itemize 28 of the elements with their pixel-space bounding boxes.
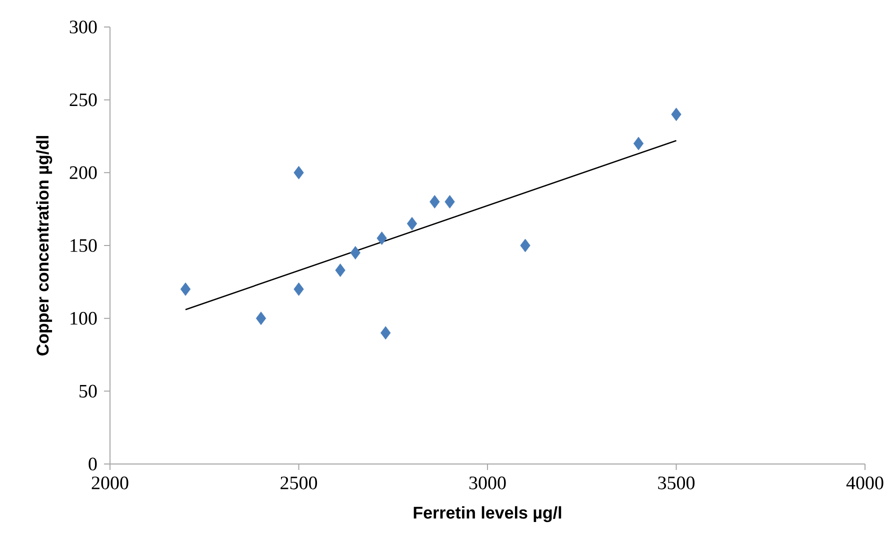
y-tick-label: 150 — [70, 239, 97, 252]
point — [633, 136, 644, 150]
y-tick-label: 200 — [70, 166, 97, 180]
point — [671, 108, 682, 122]
y-tick-label: 250 — [70, 93, 97, 106]
point — [380, 326, 391, 340]
y-axis-title: Copper concentration µg/dl — [36, 136, 52, 356]
y-tick-label: 300 — [70, 20, 97, 34]
y-tick-label: 50 — [80, 384, 97, 398]
point — [180, 282, 191, 296]
point — [376, 232, 387, 245]
point — [520, 238, 530, 252]
point — [335, 264, 346, 277]
point — [256, 312, 266, 326]
x-tick-label: 4000 — [846, 476, 884, 490]
y-tick-label: 100 — [70, 312, 97, 325]
point — [444, 195, 455, 208]
x-tick-label: 2500 — [280, 476, 318, 490]
x-tick-label: 3000 — [469, 476, 506, 490]
y-tick-label: 0 — [88, 458, 97, 470]
point — [294, 282, 304, 296]
x-tick-label: 3500 — [658, 476, 695, 490]
x-tick-label: 2000 — [92, 476, 128, 490]
point — [294, 166, 304, 180]
point — [406, 216, 418, 230]
point — [430, 195, 440, 208]
x-axis-title: Ferretin levels µg/l — [414, 506, 562, 522]
point — [350, 246, 360, 260]
